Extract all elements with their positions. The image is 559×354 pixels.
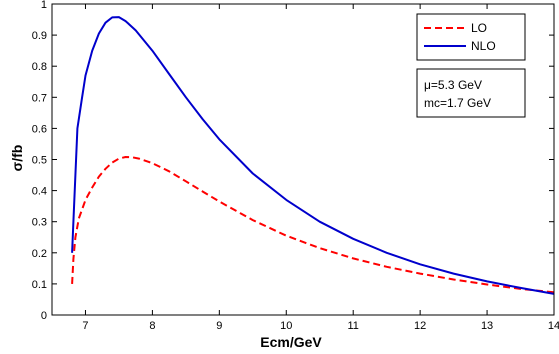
y-tick-label: 0.9: [32, 30, 47, 42]
y-tick-label: 0.5: [32, 155, 47, 167]
annotation-box: [416, 68, 526, 118]
y-tick-label: 0.7: [32, 92, 47, 104]
ticks-layer: 7 8 9 10 11 12 13 14 0 0.1 0.2 0.3 0.4 0.5 0.6 0.7 0.8 0.…: [32, 0, 559, 332]
series-lo-line: [71, 156, 555, 294]
parameter-annotation: μ=5.3 GeV mc=1.7 GeV: [416, 68, 526, 118]
legend-box: [416, 13, 526, 61]
x-tick-label: 12: [414, 320, 426, 332]
y-tick-label: 0.2: [32, 248, 47, 260]
x-tick-label: 9: [216, 320, 222, 332]
series-nlo-line: [71, 16, 555, 295]
y-tick-label: 0.4: [32, 186, 47, 198]
legend: LO NLO: [416, 13, 526, 61]
y-tick-label: 0.1: [32, 279, 47, 291]
y-tick-label: 1: [41, 0, 47, 11]
y-axis-label: σ/fb: [9, 145, 25, 172]
x-tick-label: 13: [481, 320, 493, 332]
x-tick-label: 7: [82, 320, 88, 332]
annotation-line: mc=1.7 GeV: [424, 96, 491, 110]
annotation-line: μ=5.3 GeV: [424, 78, 482, 92]
x-tick-label: 14: [548, 320, 559, 332]
x-axis-label: Ecm/GeV: [260, 334, 322, 350]
x-tick-label: 11: [347, 320, 358, 332]
x-tick-label: 8: [149, 320, 155, 332]
legend-label-lo: LO: [471, 21, 487, 35]
legend-label-nlo: NLO: [471, 39, 496, 53]
x-tick-label: 10: [280, 320, 292, 332]
series-layer: [71, 16, 555, 295]
y-tick-label: 0: [41, 310, 47, 322]
y-tick-label: 0.3: [32, 217, 47, 229]
y-tick-label: 0.6: [32, 123, 47, 135]
y-tick-label: 0.8: [32, 61, 47, 73]
